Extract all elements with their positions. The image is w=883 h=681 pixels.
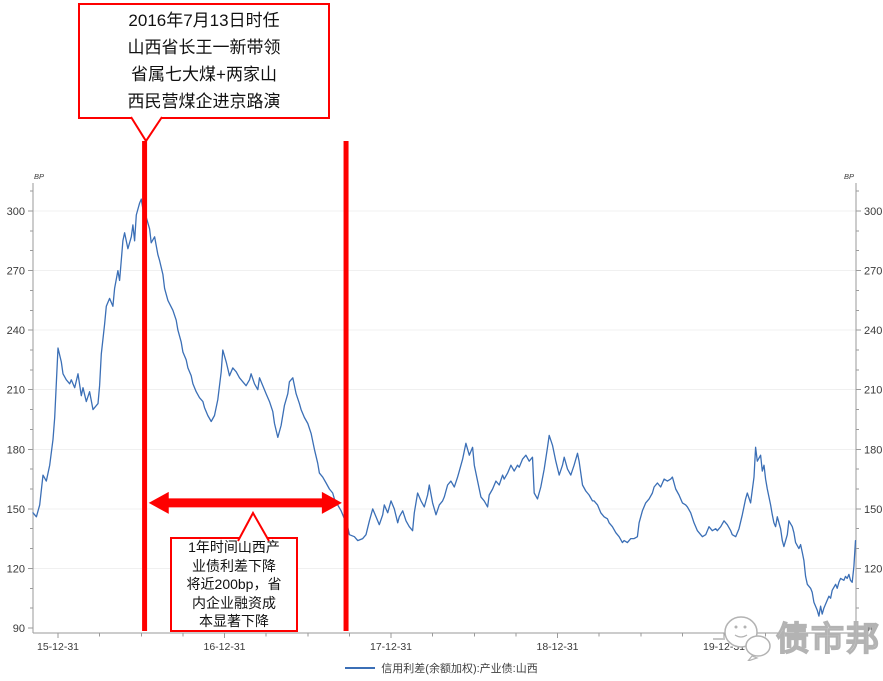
y-tick-label-right: 150 xyxy=(864,504,882,516)
y-tick-label-left: 240 xyxy=(7,325,25,337)
legend: 信用利差(余额加权):产业债:山西 xyxy=(0,660,883,676)
legend-label: 信用利差(余额加权):产业债:山西 xyxy=(381,663,538,675)
y-tick-label-left: 120 xyxy=(7,563,25,575)
x-tick-label: 16-12-31 xyxy=(203,641,245,653)
y-tick-label-right: 90 xyxy=(864,623,876,635)
y-tick-label-right: 120 xyxy=(864,563,882,575)
spread-decline-arrow xyxy=(148,491,342,514)
callout-top-pointer xyxy=(130,116,163,143)
y-tick-label-right: 210 xyxy=(864,385,882,397)
callout-top-text: 2016年7月13日时任 山西省长王一新带领 省属七大煤+两家山 西民营煤企进京… xyxy=(127,11,281,111)
y-tick-label-left: 180 xyxy=(7,444,25,456)
x-tick-label: 19-12-31 xyxy=(703,641,745,653)
legend-line-swatch xyxy=(345,667,376,669)
x-tick-label: 18-12-31 xyxy=(536,641,578,653)
y-tick-label-left: 150 xyxy=(7,504,25,516)
callout-bottom-text: 1年时间山西产 业债利差下降 将近200bp，省 内企业融资成 本显著下降 xyxy=(186,539,282,630)
callout-bottom-spread-drop: 1年时间山西产 业债利差下降 将近200bp，省 内企业融资成 本显著下降 xyxy=(170,537,298,632)
y-tick-label-right: 180 xyxy=(864,444,882,456)
y-tick-label-right: 270 xyxy=(864,266,882,278)
y-tick-label-left: 210 xyxy=(7,385,25,397)
callout-top-roadshow: 2016年7月13日时任 山西省长王一新带领 省属七大煤+两家山 西民营煤企进京… xyxy=(78,3,330,119)
y-tick-label-right: 240 xyxy=(864,325,882,337)
y-tick-label-left: 90 xyxy=(13,623,25,635)
x-tick-label: 15-12-31 xyxy=(37,641,79,653)
y-tick-label-right: 300 xyxy=(864,206,882,218)
y-unit-label-left: BP xyxy=(34,172,44,181)
y-tick-label-left: 300 xyxy=(7,206,25,218)
callout-bottom-pointer xyxy=(237,510,270,542)
x-tick-label: 17-12-31 xyxy=(370,641,412,653)
spread-line xyxy=(32,198,857,617)
y-tick-label-left: 270 xyxy=(7,266,25,278)
y-unit-label-right: BP xyxy=(844,172,854,181)
